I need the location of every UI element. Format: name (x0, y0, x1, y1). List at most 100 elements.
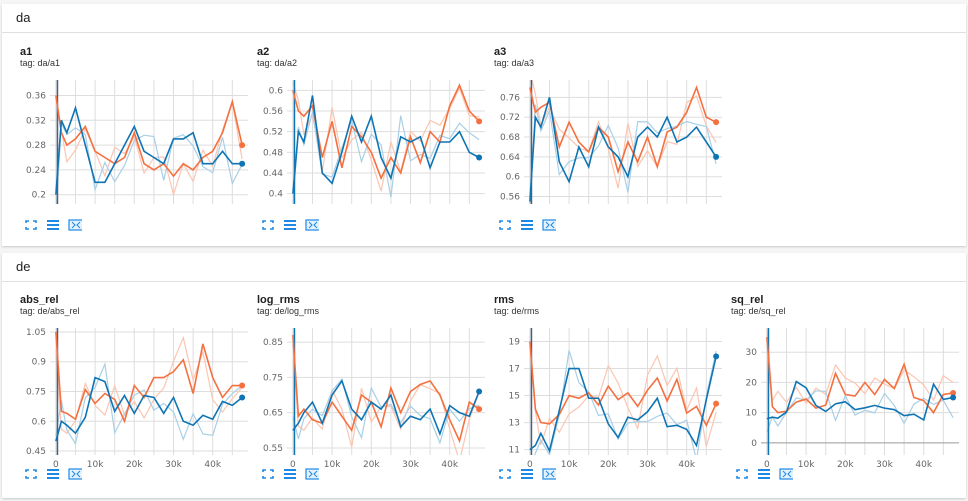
y-tick-label: 0.75 (263, 373, 283, 383)
x-tick-label: 20k (837, 460, 854, 469)
chart-toolbar (498, 219, 556, 231)
chart-plot[interactable]: 0 10 20 30 0 10k 20k 30k 40k (729, 324, 963, 469)
fit-domain-icon[interactable] (735, 468, 749, 480)
chart-toolbar (498, 468, 556, 480)
chart-tag: tag: de/sq_rel (731, 306, 786, 316)
chart-plot[interactable]: 0.4 0.44 0.48 0.52 0.56 0.6 (255, 76, 489, 216)
series-group (55, 80, 243, 204)
series-line-blue (292, 95, 480, 194)
x-tick-label: 0 (53, 460, 59, 469)
x-tick-label: 40k (204, 460, 221, 469)
series-line-orange (766, 337, 954, 415)
download-icon[interactable] (305, 468, 319, 480)
series-line-orange (55, 331, 243, 424)
series-line-blue (292, 379, 480, 437)
y-tick-label: 0.65 (263, 409, 283, 419)
x-tick-label: 30k (876, 460, 893, 469)
y-tick-label: 0 (751, 439, 757, 449)
fit-domain-icon[interactable] (498, 468, 512, 480)
log-scale-icon[interactable] (520, 468, 534, 480)
y-tick-label: 0.56 (500, 193, 520, 203)
log-scale-icon[interactable] (46, 219, 60, 231)
fit-domain-icon[interactable] (261, 468, 275, 480)
chart-tag: tag: da/a1 (20, 58, 61, 68)
y-tick-label: 0.32 (26, 116, 46, 126)
series-raw-line (55, 95, 243, 197)
fit-domain-icon[interactable] (261, 219, 275, 231)
y-tick-label: 10 (746, 409, 758, 419)
chart-title: a3 (494, 46, 507, 58)
chart-tag: tag: da/a2 (257, 58, 298, 68)
chart-title: sq_rel (731, 294, 764, 306)
x-tick-label: 0 (764, 460, 770, 469)
chart-card-sq-rel: sq_rel tag: de/sq_rel 0 10 20 30 0 10k 20k 30k 4… (729, 294, 963, 484)
chart-card-a2: a2 tag: da/a2 0.4 0.44 0.48 0.52 0.56 0.6 (255, 46, 489, 236)
chart-plot[interactable]: 0.2 0.24 0.28 0.32 0.36 (18, 76, 252, 216)
download-icon[interactable] (68, 468, 82, 480)
download-icon[interactable] (779, 468, 793, 480)
x-tick-label: 10k (324, 460, 341, 469)
log-scale-icon[interactable] (520, 219, 534, 231)
x-tick-label: 20k (600, 460, 617, 469)
y-tick-label: 19 (509, 338, 521, 348)
chart-title: log_rms (257, 294, 300, 306)
fit-domain-icon[interactable] (498, 219, 512, 231)
y-tick-label: 0.28 (26, 141, 46, 151)
x-tick-label: 20k (363, 460, 380, 469)
log-scale-icon[interactable] (283, 468, 297, 480)
section-title[interactable]: de (2, 253, 966, 282)
series-group (529, 328, 717, 455)
y-tick-label: 0.4 (269, 190, 284, 200)
y-tick-label: 15 (509, 392, 520, 402)
chart-toolbar (735, 468, 793, 480)
series-endpoint-orange (239, 142, 246, 149)
log-scale-icon[interactable] (283, 219, 297, 231)
y-tick-label: 0.44 (263, 169, 283, 179)
y-tick-label: 17 (509, 365, 520, 375)
chart-plot[interactable]: 0.55 0.65 0.75 0.85 0 10k 20k 30k 40k (255, 324, 489, 469)
series-raw-line (534, 350, 717, 455)
chart-toolbar (261, 468, 319, 480)
y-tick-label: 0.2 (32, 191, 46, 201)
chart-card-rms: rms tag: de/rms 11 13 15 17 19 0 10k 20k 30k 40k (492, 294, 726, 484)
x-tick-label: 30k (165, 460, 182, 469)
series-endpoint-blue (239, 394, 246, 401)
x-tick-label: 40k (441, 460, 458, 469)
x-tick-label: 10k (798, 460, 815, 469)
series-endpoint-orange (476, 406, 483, 413)
series-line-orange (55, 95, 243, 178)
download-icon[interactable] (542, 219, 556, 231)
series-group (55, 328, 243, 455)
download-icon[interactable] (68, 219, 82, 231)
y-tick-label: 0.45 (26, 447, 46, 457)
series-line-orange (529, 85, 717, 175)
log-scale-icon[interactable] (757, 468, 771, 480)
chart-plot[interactable]: 0.56 0.6 0.64 0.68 0.72 0.76 (492, 76, 726, 216)
series-line-blue (55, 376, 243, 442)
fit-domain-icon[interactable] (24, 219, 38, 231)
y-tick-label: 0.48 (263, 148, 283, 158)
chart-tag: tag: de/abs_rel (20, 306, 80, 316)
chart-card-a3: a3 tag: da/a3 0.56 0.6 0.64 0.68 0.72 0.76 (492, 46, 726, 236)
log-scale-icon[interactable] (46, 468, 60, 480)
y-tick-label: 0.76 (500, 93, 520, 103)
series-group (766, 328, 954, 455)
section-title[interactable]: da (2, 4, 966, 33)
fit-domain-icon[interactable] (24, 468, 38, 480)
series-endpoint-blue (476, 388, 483, 395)
x-tick-label: 0 (290, 460, 296, 469)
series-raw-line (766, 390, 954, 433)
series-endpoint-orange (476, 118, 483, 125)
series-endpoint-blue (950, 394, 957, 401)
chart-plot[interactable]: 11 13 15 17 19 0 10k 20k 30k 40k (492, 324, 726, 469)
y-tick-label: 0.85 (263, 338, 283, 348)
chart-plot[interactable]: 0.45 0.6 0.75 0.9 1.05 0 10k 20k 30k 40k (18, 324, 252, 469)
chart-title: a2 (257, 46, 270, 58)
chart-tag: tag: de/log_rms (257, 306, 320, 316)
download-icon[interactable] (542, 468, 556, 480)
y-tick-label: 0.72 (500, 113, 520, 123)
series-endpoint-orange (713, 119, 720, 126)
download-icon[interactable] (305, 219, 319, 231)
y-tick-label: 0.75 (26, 388, 46, 398)
chart-title: abs_rel (20, 294, 59, 306)
